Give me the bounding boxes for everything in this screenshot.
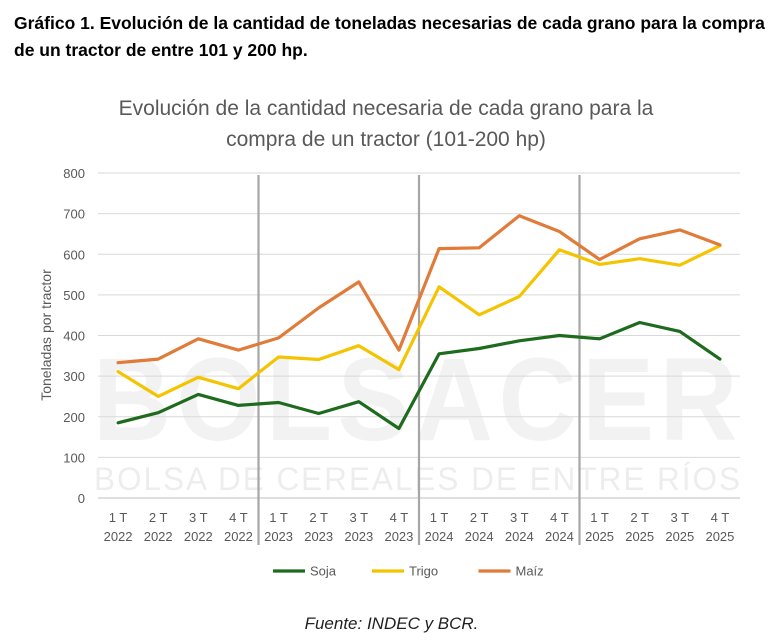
y-tick-label: 500 <box>63 288 85 303</box>
y-tick-label: 800 <box>63 166 85 181</box>
y-tick-label: 100 <box>63 450 85 465</box>
x-tick-label: 3 T 2023 <box>344 510 373 544</box>
y-axis-label: Toneladas por tractor <box>38 269 54 401</box>
series-line-soja <box>116 320 722 431</box>
chart-title-line-2: compra de un tractor (101-200 hp) <box>226 128 546 151</box>
watermark-sub: BOLSA DE CEREALES DE ENTRE RÍOS <box>94 461 742 497</box>
x-tick-label: 4 T 2024 <box>545 510 574 544</box>
figure-caption: Gráfico 1. Evolución de la cantidad de t… <box>14 13 765 60</box>
source-note: Fuente: INDEC y BCR. <box>304 614 479 633</box>
x-tick-label: 3 T 2025 <box>665 510 694 544</box>
x-tick-label: 2 T 2024 <box>465 510 494 544</box>
x-tick-label: 2 T 2022 <box>144 510 173 544</box>
series-line-maiz <box>116 214 722 365</box>
y-tick-label: 400 <box>63 329 85 344</box>
x-tick-label: 1 T 2023 <box>264 510 293 544</box>
series-line-trigo <box>116 244 722 398</box>
y-tick-label: 0 <box>78 491 85 506</box>
x-tick-label: 1 T 2022 <box>104 510 133 544</box>
y-axis-ticks: 0 100 200 300 400 500 600 700 800 <box>63 166 85 506</box>
x-tick-label: 2 T 2025 <box>625 510 654 544</box>
chart-title-line-1: Evolución de la cantidad necesaria de ca… <box>119 97 654 120</box>
x-tick-label: 4 T 2023 <box>384 510 413 544</box>
y-tick-label: 600 <box>63 247 85 262</box>
x-tick-label: 2 T 2023 <box>304 510 333 544</box>
x-tick-label: 1 T 2025 <box>585 510 614 544</box>
x-tick-label: 1 T 2024 <box>425 510 454 544</box>
legend-label-maiz: Maíz <box>516 564 544 579</box>
x-tick-label: 3 T 2022 <box>184 510 213 544</box>
y-tick-label: 300 <box>63 369 85 384</box>
y-tick-label: 700 <box>63 207 85 222</box>
watermark: BOLSACER BOLSA DE CEREALES DE ENTRE RÍOS <box>93 334 742 497</box>
legend: Soja Trigo Maíz <box>273 564 544 579</box>
x-tick-label: 4 T 2022 <box>224 510 253 544</box>
legend-label-trigo: Trigo <box>409 564 438 579</box>
x-axis-ticks: 1 T 2022 2 T 2022 3 T 2022 4 T 2022 1 T 2023 2 T 20… <box>104 510 735 544</box>
chart-title: Evolución de la cantidad necesaria de ca… <box>119 97 654 151</box>
legend-label-soja: Soja <box>310 564 337 579</box>
x-tick-label: 4 T 2025 <box>705 510 734 544</box>
year-separators <box>257 175 581 545</box>
series-lines <box>116 214 722 431</box>
x-tick-label: 3 T 2024 <box>505 510 534 544</box>
y-tick-label: 200 <box>63 410 85 425</box>
